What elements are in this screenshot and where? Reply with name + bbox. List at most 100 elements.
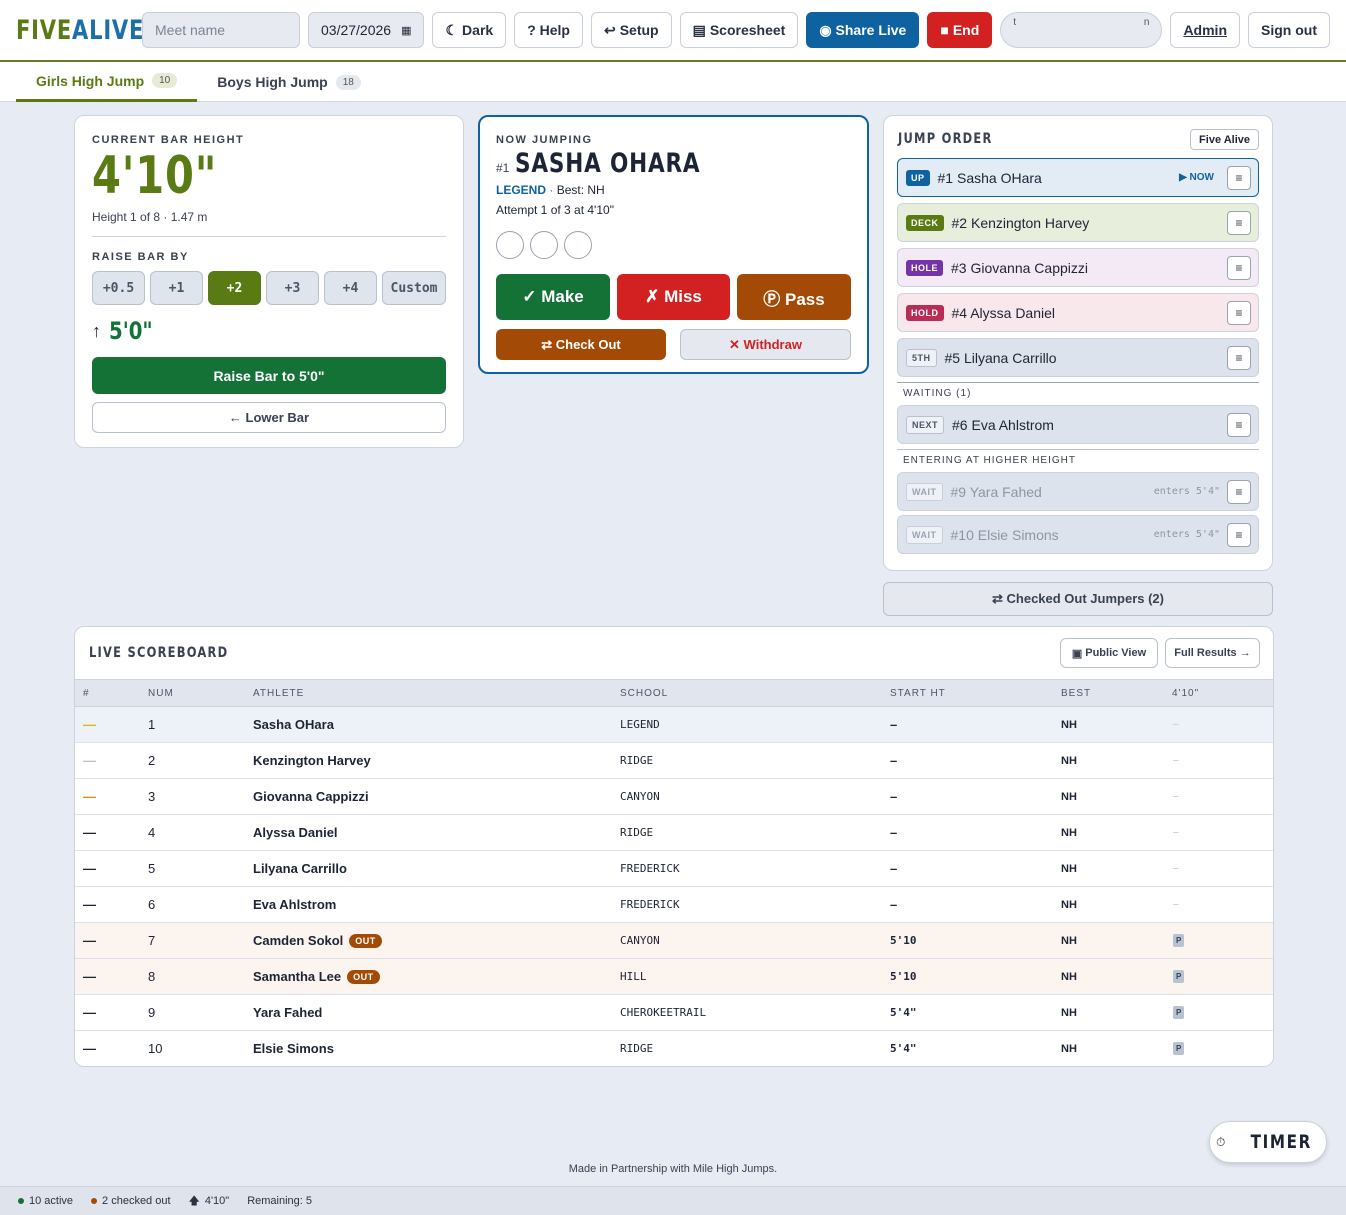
- increment-0-5[interactable]: +0.5: [92, 271, 145, 305]
- tab-girls-high-jump[interactable]: Girls High Jump 10: [16, 62, 198, 102]
- check-out-button[interactable]: ⇄ Check Out: [496, 329, 666, 360]
- scoresheet-button[interactable]: ▤ Scoresheet: [679, 12, 799, 48]
- tab-boys-high-jump[interactable]: Boys High Jump 18: [197, 62, 381, 102]
- table-row[interactable]: — 1 Sasha OHara LEGEND – NH –: [75, 707, 1273, 743]
- admin-button[interactable]: Admin: [1170, 12, 1240, 48]
- start-height-cell: 5'10: [890, 934, 917, 947]
- menu-icon[interactable]: ≡: [1227, 301, 1251, 325]
- place-cell: —: [83, 717, 96, 732]
- increment-buttons: +0.5 +1 +2 +3 +4 Custom: [92, 271, 446, 305]
- calendar-icon: ▦: [401, 24, 412, 37]
- miss-button[interactable]: ✗ Miss: [617, 274, 730, 320]
- jump-order-item[interactable]: DECK #2 Kenzington Harvey ≡: [897, 203, 1259, 242]
- num-cell: 2: [148, 753, 156, 768]
- jump-order-item[interactable]: NEXT #6 Eva Ahlstrom ≡: [897, 405, 1259, 444]
- table-row[interactable]: — 5 Lilyana Carrillo FREDERICK – NH –: [75, 851, 1273, 887]
- menu-icon[interactable]: ≡: [1227, 166, 1251, 190]
- timer-button[interactable]: ⏱ TIMER: [1209, 1121, 1327, 1163]
- jump-order-item[interactable]: HOLE #3 Giovanna Cappizzi ≡: [897, 248, 1259, 287]
- sign-out-button[interactable]: Sign out: [1248, 12, 1330, 48]
- public-view-button[interactable]: ▣ Public View: [1060, 638, 1158, 668]
- attempt-cell: –: [1173, 791, 1179, 802]
- jump-order-card: JUMP ORDER Five Alive UP #1 Sasha OHara …: [883, 115, 1273, 571]
- start-height-cell: 5'4": [890, 1006, 917, 1019]
- make-button[interactable]: ✓ Make: [496, 274, 610, 320]
- setup-button[interactable]: ↩ Setup: [590, 12, 672, 48]
- date-value: 03/27/2026: [321, 22, 392, 38]
- increment-1[interactable]: +1: [150, 271, 203, 305]
- increment-4[interactable]: +4: [324, 271, 377, 305]
- jump-order-item[interactable]: 5TH #5 Lilyana Carrillo ≡: [897, 338, 1259, 377]
- best-cell: NH: [1061, 898, 1077, 911]
- table-row[interactable]: — 3 Giovanna Cappizzi CANYON – NH –: [75, 779, 1273, 815]
- start-height-cell: –: [890, 825, 898, 840]
- jump-order-item[interactable]: UP #1 Sasha OHara ▶ NOW ≡: [897, 158, 1259, 197]
- num-cell: 6: [148, 897, 156, 912]
- attempt-cell: –: [1173, 719, 1179, 730]
- increment-custom[interactable]: Custom: [382, 271, 446, 305]
- help-button[interactable]: ? Help: [514, 12, 583, 48]
- best-cell: NH: [1061, 718, 1077, 731]
- place-cell: —: [83, 1041, 96, 1056]
- scoreboard-title: LIVE SCOREBOARD: [89, 645, 229, 661]
- athlete-cell: Samantha Lee OUT: [253, 959, 380, 994]
- team-button[interactable]: Five Alive: [1190, 129, 1259, 150]
- attempt-cell: P: [1173, 1031, 1185, 1066]
- now-jumping-label: NOW JUMPING: [496, 134, 593, 146]
- arrow-up-icon: 🡅: [188, 1194, 200, 1207]
- pass-button[interactable]: Ⓟ Pass: [737, 274, 851, 320]
- now-jumping-card: NOW JUMPING #1 SASHA OHARA LEGEND · Best…: [478, 115, 869, 374]
- num-cell: 3: [148, 789, 156, 804]
- num-cell: 8: [148, 969, 156, 984]
- menu-icon[interactable]: ≡: [1227, 413, 1251, 437]
- table-row[interactable]: — 4 Alyssa Daniel RIDGE – NH –: [75, 815, 1273, 851]
- table-row[interactable]: — 2 Kenzington Harvey RIDGE – NH –: [75, 743, 1273, 779]
- jump-order-item[interactable]: WAIT #9 Yara Fahed enters 5'4" ≡: [897, 472, 1259, 511]
- place-cell: —: [83, 861, 96, 876]
- jump-order-item[interactable]: WAIT #10 Elsie Simons enters 5'4" ≡: [897, 515, 1259, 554]
- menu-icon[interactable]: ≡: [1227, 346, 1251, 370]
- school-cell: CANYON: [620, 790, 660, 803]
- start-height-cell: 5'4": [890, 1042, 917, 1055]
- increment-3[interactable]: +3: [266, 271, 319, 305]
- jump-order-item[interactable]: HOLD #4 Alyssa Daniel ≡: [897, 293, 1259, 332]
- best-cell: NH: [1061, 970, 1077, 983]
- jump-order-title: JUMP ORDER: [898, 131, 993, 147]
- athlete-cell: Kenzington Harvey: [253, 753, 371, 768]
- table-row[interactable]: — 7 Camden Sokol OUT CANYON 5'10 NH P: [75, 923, 1273, 959]
- withdraw-button[interactable]: ✕ Withdraw: [680, 329, 851, 360]
- num-cell: 10: [148, 1041, 163, 1056]
- jumper-best: Best: NH: [556, 183, 605, 197]
- raise-bar-button[interactable]: Raise Bar to 5'0": [92, 357, 446, 394]
- full-results-button[interactable]: Full Results →: [1165, 638, 1260, 668]
- menu-icon[interactable]: ≡: [1227, 211, 1251, 235]
- meet-name-input[interactable]: [142, 12, 300, 48]
- menu-icon[interactable]: ≡: [1227, 523, 1251, 547]
- menu-icon[interactable]: ≡: [1227, 256, 1251, 280]
- status-bar: 10 active 2 checked out 🡅 4'10" Remaining…: [0, 1186, 1346, 1215]
- share-live-button[interactable]: ◉ Share Live: [806, 12, 920, 48]
- raise-bar-label: RAISE BAR BY: [92, 251, 189, 263]
- dark-mode-button[interactable]: ☾ Dark: [432, 12, 507, 48]
- attempt-cell: –: [1173, 827, 1179, 838]
- start-height-cell: –: [890, 789, 898, 804]
- increment-2[interactable]: +2: [208, 271, 261, 305]
- checked-out-jumpers-button[interactable]: ⇄ Checked Out Jumpers (2): [883, 582, 1273, 616]
- end-button[interactable]: ■ End: [927, 12, 993, 48]
- date-field[interactable]: 03/27/2026 ▦: [308, 12, 425, 48]
- stopwatch-icon: ⏱: [1216, 1134, 1226, 1149]
- jumper-number: #1: [496, 161, 510, 175]
- menu-icon[interactable]: ≡: [1227, 480, 1251, 504]
- event-tabs: Girls High Jump 10 Boys High Jump 18: [0, 62, 1346, 102]
- attempt-cell: P: [1173, 995, 1185, 1030]
- lower-bar-button[interactable]: ← Lower Bar: [92, 402, 446, 433]
- jumper-school: LEGEND: [496, 183, 547, 197]
- school-cell: LEGEND: [620, 718, 660, 731]
- start-height-cell: –: [890, 717, 898, 732]
- table-row[interactable]: — 8 Samantha Lee OUT HILL 5'10 NH P: [75, 959, 1273, 995]
- table-row[interactable]: — 10 Elsie Simons RIDGE 5'4" NH P: [75, 1031, 1273, 1066]
- table-row[interactable]: — 6 Eva Ahlstrom FREDERICK – NH –: [75, 887, 1273, 923]
- table-row[interactable]: — 9 Yara Fahed CHEROKEETRAIL 5'4" NH P: [75, 995, 1273, 1031]
- num-cell: 5: [148, 861, 156, 876]
